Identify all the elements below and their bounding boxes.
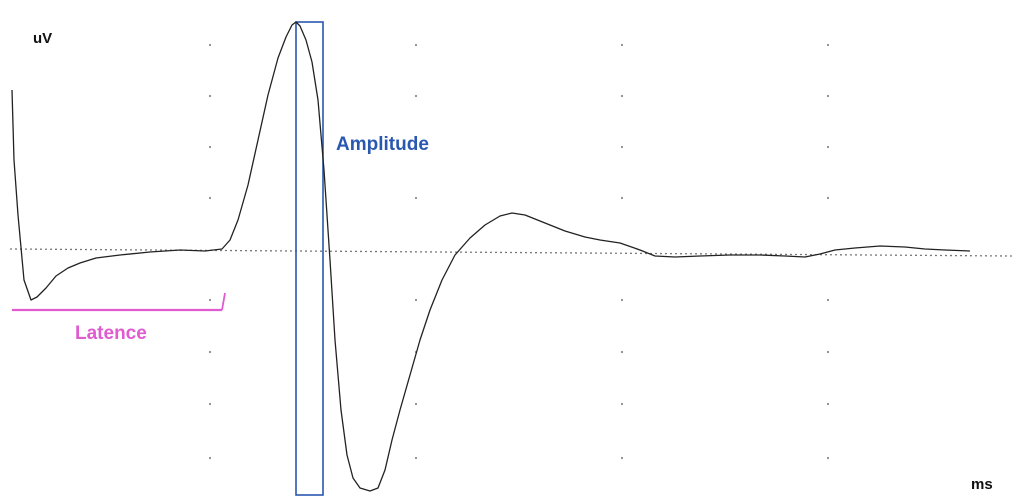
- amplitude-bracket: [295, 21, 324, 496]
- grid-dot: [826, 43, 830, 47]
- grid-dot: [620, 196, 624, 200]
- grid-dot: [414, 456, 418, 460]
- latency-label: Latence: [75, 323, 147, 344]
- grid-dot: [826, 94, 830, 98]
- grid-dot: [826, 196, 830, 200]
- grid-dot: [826, 298, 830, 302]
- grid-dot: [826, 402, 830, 406]
- dotted-grid: [208, 43, 830, 460]
- grid-dot: [414, 298, 418, 302]
- grid-dot: [208, 456, 212, 460]
- grid-dot: [620, 43, 624, 47]
- grid-dot: [826, 456, 830, 460]
- grid-dot: [620, 456, 624, 460]
- x-axis-label: ms: [971, 476, 993, 493]
- baseline-dotted: [9, 248, 1013, 257]
- grid-dot: [208, 350, 212, 354]
- grid-dot: [208, 145, 212, 149]
- latency-marker: [12, 292, 226, 312]
- y-axis-label: uV: [33, 30, 53, 47]
- grid-dot: [826, 350, 830, 354]
- grid-dot: [414, 43, 418, 47]
- grid-dot: [414, 196, 418, 200]
- grid-dot: [620, 350, 624, 354]
- grid-dot: [826, 145, 830, 149]
- grid-dot: [208, 43, 212, 47]
- grid-dot: [414, 94, 418, 98]
- grid-dot: [208, 94, 212, 98]
- grid-dot: [208, 298, 212, 302]
- grid-dot: [208, 402, 212, 406]
- grid-dot: [414, 145, 418, 149]
- signal-trace: [11, 21, 971, 492]
- latency-tick: [221, 292, 226, 311]
- grid-dot: [414, 402, 418, 406]
- grid-dot: [208, 196, 212, 200]
- grid-dot: [620, 145, 624, 149]
- grid-dot: [620, 402, 624, 406]
- amplitude-label: Amplitude: [336, 134, 429, 155]
- grid-dot: [620, 298, 624, 302]
- grid-dot: [620, 94, 624, 98]
